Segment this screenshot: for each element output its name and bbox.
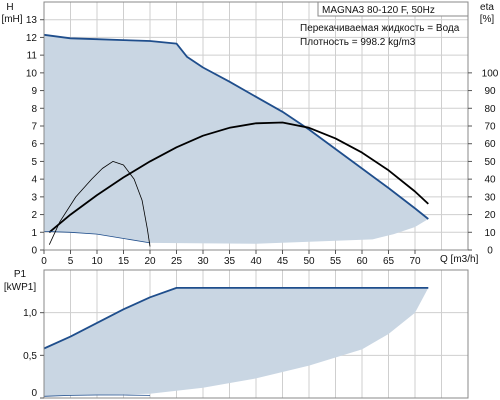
power-y-ticks: 0 0,5 1,0 [23, 308, 44, 399]
curve-max-head [43, 33, 429, 220]
head-axis-label-unit: [mH] [1, 14, 22, 25]
flow-x-ticks: 0 5 10 15 20 25 30 35 40 45 50 55 60 65 70 [41, 250, 421, 267]
x-tick-label: 20 [144, 256, 156, 267]
power-tick-label: 0,5 [23, 351, 37, 362]
y-tick-label: 5 [31, 157, 37, 168]
y2-tick-label: 60 [484, 139, 496, 150]
head-operating-area [44, 34, 429, 244]
y-tick-label: 3 [31, 192, 37, 203]
title-box [317, 1, 469, 17]
x-tick-label: 10 [91, 256, 103, 267]
x-tick-label: 55 [330, 256, 342, 267]
curve-max-power [43, 287, 429, 350]
curve-eta-max [48, 121, 429, 233]
fluid-annotation: Перекачиваемая жидкость = Вода [300, 23, 460, 34]
eta-y-ticks: 0 10 20 30 40 50 60 70 80 90 100 [468, 68, 499, 257]
power-plot: 0 0,5 1,0 P1 [kWP1] [4, 269, 469, 399]
x-tick-label: 5 [68, 256, 74, 267]
chart-title: MAGNA3 80-120 F, 50Hz [322, 5, 435, 16]
density-annotation: Плотность = 998.2 kg/m3 [300, 37, 416, 48]
y2-tick-label: 40 [484, 175, 496, 186]
y2-tick-label: 30 [484, 192, 496, 203]
x-tick-label: 40 [250, 256, 262, 267]
curve-min-head [43, 231, 151, 244]
y-tick-label: 0 [31, 246, 37, 257]
y2-tick-label: 10 [484, 228, 496, 239]
power-tick-label: 0 [31, 388, 37, 399]
eta-axis-label: eta [480, 2, 494, 13]
y-tick-label: 8 [31, 104, 37, 115]
power-curves [43, 287, 429, 397]
y-tick-label: 6 [31, 139, 37, 150]
x-tick-label: 35 [224, 256, 236, 267]
y-tick-label: 4 [31, 175, 37, 186]
y2-tick-label: 20 [484, 210, 496, 221]
x-tick-label: 15 [118, 256, 130, 267]
y2-tick-label: 0 [487, 246, 493, 257]
x-tick-label: 50 [303, 256, 315, 267]
y2-tick-label: 70 [484, 122, 496, 133]
curve-eta-min [48, 161, 151, 247]
head-axis-label-h: H [6, 2, 13, 13]
x-tick-label: 30 [197, 256, 209, 267]
y-tick-label: 1 [31, 228, 37, 239]
power-axis-label-unit: [kWP1] [4, 282, 36, 293]
power-tick-label: 1,0 [23, 308, 37, 319]
eta-axis-label-unit: [%] [480, 14, 495, 25]
y-tick-label: 13 [26, 15, 38, 26]
power-axis-label-p1: P1 [14, 269, 27, 280]
y2-tick-label: 100 [482, 68, 499, 79]
x-tick-label: 70 [409, 256, 421, 267]
x-tick-label: 0 [41, 256, 47, 267]
y2-tick-label: 50 [484, 157, 496, 168]
y-tick-label: 11 [27, 51, 38, 62]
operating-range-area [44, 34, 429, 244]
power-plot-frame [43, 269, 469, 399]
y-tick-label: 7 [31, 122, 37, 133]
y-tick-label: 2 [31, 210, 37, 221]
power-range-area [44, 287, 429, 397]
y2-tick-label: 80 [484, 104, 496, 115]
x-tick-label: 25 [171, 256, 183, 267]
y-tick-label: 10 [26, 68, 38, 79]
flow-axis-label: Q [m3/h] [440, 254, 479, 265]
head-curves [43, 33, 429, 247]
power-operating-area [44, 287, 429, 397]
curve-min-power [43, 394, 151, 397]
x-tick-label: 45 [277, 256, 289, 267]
x-tick-label: 60 [356, 256, 368, 267]
y-tick-label: 9 [31, 86, 37, 97]
y-tick-label: 12 [26, 33, 38, 44]
x-tick-label: 65 [383, 256, 395, 267]
y2-tick-label: 90 [484, 86, 496, 97]
